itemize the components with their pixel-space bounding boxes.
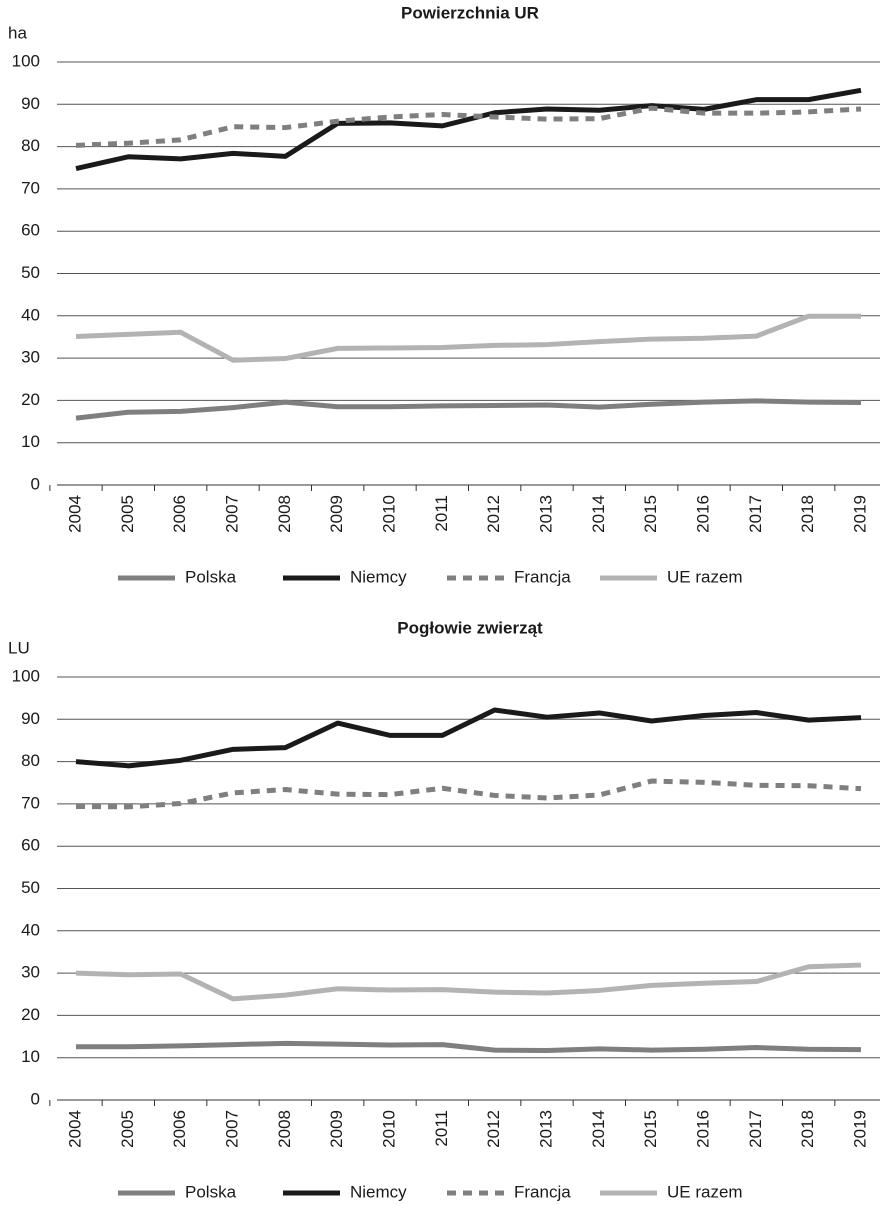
series-line: [75, 707, 862, 769]
x-tick-label: 2005: [118, 495, 137, 533]
y-tick-label: 40: [21, 305, 40, 324]
chart-title: Powierzchnia UR: [401, 3, 539, 22]
y-tick-label: 30: [21, 963, 40, 982]
x-tick-label: 2005: [118, 1110, 137, 1148]
x-tick-label: 2004: [65, 495, 84, 533]
x-tick-label: 2013: [536, 495, 555, 533]
y-tick-label: 0: [31, 1089, 40, 1108]
x-tick-label: 2016: [693, 495, 712, 533]
y-tick-label: 70: [21, 793, 40, 812]
x-tick-label: 2017: [746, 1110, 765, 1148]
y-tick-label: 90: [21, 94, 40, 113]
x-tick-label: 2007: [222, 1110, 241, 1148]
x-tick-label: 2019: [850, 1110, 869, 1148]
x-tick-label: 2018: [798, 1110, 817, 1148]
x-tick-label: 2017: [746, 495, 765, 533]
y-axis-label: ha: [8, 23, 27, 42]
x-tick-label: 2009: [327, 495, 346, 533]
x-tick-label: 2012: [484, 1110, 503, 1148]
legend-label: Niemcy: [350, 1182, 407, 1201]
y-tick-label: 80: [21, 751, 40, 770]
x-tick-label: 2011: [432, 495, 451, 532]
y-tick-label: 80: [21, 136, 40, 155]
x-tick-label: 2006: [170, 1110, 189, 1148]
x-tick-label: 2008: [275, 495, 294, 533]
legend-label: UE razem: [667, 567, 743, 586]
x-tick-label: 2007: [222, 495, 241, 533]
series-line: [75, 313, 861, 363]
legend-label: Francja: [514, 1182, 571, 1201]
x-tick-label: 2006: [170, 495, 189, 533]
y-tick-label: 100: [12, 666, 40, 685]
x-tick-label: 2010: [379, 495, 398, 533]
y-tick-label: 10: [21, 1047, 40, 1066]
x-tick-label: 2011: [432, 1110, 451, 1147]
x-tick-label: 2010: [379, 1110, 398, 1148]
y-tick-label: 40: [21, 920, 40, 939]
legend-label: Francja: [514, 567, 571, 586]
legend-label: UE razem: [667, 1182, 743, 1201]
x-tick-label: 2014: [589, 495, 608, 533]
x-tick-label: 2019: [850, 495, 869, 533]
x-tick-label: 2015: [641, 495, 660, 533]
x-tick-label: 2008: [275, 1110, 294, 1148]
x-tick-label: 2018: [798, 495, 817, 533]
legend-label: Niemcy: [350, 567, 407, 586]
y-tick-label: 10: [21, 432, 40, 451]
chart-title: Pogłowie zwierząt: [397, 618, 543, 637]
legend-label: Polska: [185, 567, 237, 586]
y-tick-label: 70: [21, 178, 40, 197]
y-tick-label: 0: [31, 474, 40, 493]
y-tick-label: 20: [21, 1005, 40, 1024]
series-line: [75, 87, 862, 172]
series-line: [75, 962, 862, 1002]
x-tick-label: 2015: [641, 1110, 660, 1148]
y-tick-label: 90: [21, 709, 40, 728]
series-line: [76, 1040, 862, 1054]
legend-label: Polska: [185, 1182, 237, 1201]
series-line: [75, 398, 862, 421]
y-tick-label: 30: [21, 348, 40, 367]
x-tick-label: 2014: [589, 1110, 608, 1148]
y-tick-label: 60: [21, 836, 40, 855]
y-tick-label: 100: [12, 51, 40, 70]
y-tick-label: 20: [21, 390, 40, 409]
y-axis-label: LU: [8, 638, 30, 657]
x-tick-label: 2013: [536, 1110, 555, 1148]
y-tick-label: 60: [21, 221, 40, 240]
y-tick-label: 50: [21, 878, 40, 897]
x-tick-label: 2016: [693, 1110, 712, 1148]
series-line: [75, 105, 862, 148]
x-tick-label: 2009: [327, 1110, 346, 1148]
x-tick-label: 2004: [65, 1110, 84, 1148]
y-tick-label: 50: [21, 263, 40, 282]
series-line: [75, 778, 862, 810]
x-tick-label: 2012: [484, 495, 503, 533]
